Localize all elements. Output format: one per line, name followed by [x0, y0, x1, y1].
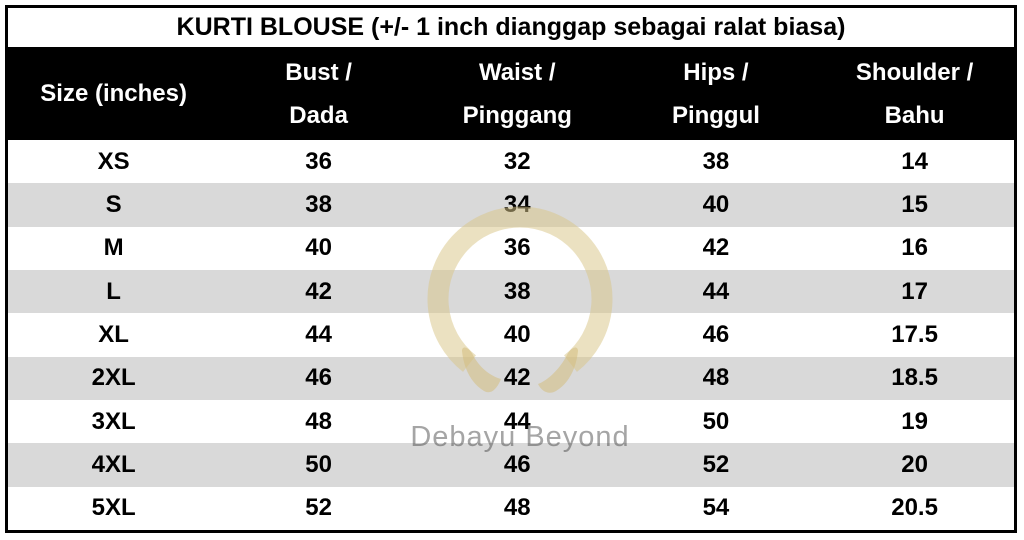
waist-cell: 44	[503, 407, 531, 435]
table-row-l: L 42 38 44 17	[8, 269, 1014, 314]
bust-cell: 44	[305, 320, 332, 348]
table-row-s: S 38 34 40 15	[8, 183, 1014, 227]
shoulder-cell: 19	[901, 407, 928, 435]
table-row-2xl: 2XL 46 42 48 18.5	[8, 356, 1014, 400]
size-cell: 2XL	[91, 364, 136, 392]
bust-cell: 36	[305, 147, 332, 175]
shoulder-cell: 18.5	[891, 364, 938, 392]
size-cell: XS	[97, 147, 130, 175]
table-body: XS 36 32 38 14 S 38 34 40 15 M 40 36 42 …	[8, 140, 1014, 530]
shoulder-cell: 17	[901, 277, 928, 305]
size-cell: 5XL	[91, 494, 136, 522]
hips-cell: 54	[702, 494, 730, 522]
column-header-hips: Hips / Pinggul	[671, 58, 760, 129]
table-row-3xl: 3XL 48 44 50 19	[8, 400, 1014, 443]
shoulder-cell: 14	[901, 147, 928, 175]
table-header-row: Size (inches) Bust / Dada Waist / Pingga…	[8, 47, 1014, 140]
waist-cell: 36	[503, 234, 531, 262]
bust-cell: 48	[305, 407, 332, 435]
bust-cell: 46	[305, 364, 332, 392]
table-row-xs: XS 36 32 38 14	[8, 140, 1014, 183]
hips-cell: 52	[702, 450, 730, 478]
hips-cell: 40	[702, 190, 730, 218]
table-title: KURTI BLOUSE (+/- 1 inch dianggap sebaga…	[176, 13, 846, 41]
size-cell: XL	[98, 320, 129, 348]
shoulder-cell: 15	[901, 190, 928, 218]
hips-cell: 46	[702, 320, 730, 348]
bust-cell: 40	[305, 234, 332, 262]
bust-cell: 50	[305, 450, 332, 478]
waist-cell: 34	[503, 190, 531, 218]
size-cell: S	[105, 190, 122, 218]
column-header-bust: Bust / Dada	[285, 58, 352, 129]
bust-cell: 52	[305, 494, 332, 522]
size-chart-table: KURTI BLOUSE (+/- 1 inch dianggap sebaga…	[5, 5, 1017, 533]
size-cell: 3XL	[91, 407, 136, 435]
hips-cell: 44	[702, 277, 730, 305]
column-header-shoulder: Shoulder / Bahu	[855, 58, 974, 129]
column-header-size: Size (inches)	[40, 80, 187, 107]
size-cell: M	[103, 234, 124, 262]
bust-cell: 42	[305, 277, 332, 305]
column-header-waist: Waist / Pinggang	[462, 58, 572, 129]
table-title-row: KURTI BLOUSE (+/- 1 inch dianggap sebaga…	[8, 8, 1014, 47]
table-row-m: M 40 36 42 16	[8, 227, 1014, 270]
waist-cell: 42	[503, 364, 531, 392]
waist-cell: 32	[503, 147, 531, 175]
shoulder-cell: 16	[901, 234, 928, 262]
shoulder-cell: 17.5	[891, 320, 938, 348]
waist-cell: 48	[503, 494, 531, 522]
shoulder-cell: 20	[901, 450, 928, 478]
table-row-xl: XL 44 40 46 17.5	[8, 313, 1014, 356]
table-row-4xl: 4XL 50 46 52 20	[8, 443, 1014, 487]
size-cell: 4XL	[91, 450, 136, 478]
shoulder-cell: 20.5	[891, 494, 938, 522]
waist-cell: 38	[503, 277, 531, 305]
table-row-5xl: 5XL 52 48 54 20.5	[8, 487, 1014, 530]
waist-cell: 46	[503, 450, 531, 478]
hips-cell: 38	[702, 147, 730, 175]
waist-cell: 40	[503, 320, 531, 348]
hips-cell: 42	[702, 234, 730, 262]
hips-cell: 50	[702, 407, 730, 435]
bust-cell: 38	[305, 190, 332, 218]
hips-cell: 48	[702, 364, 730, 392]
size-cell: L	[106, 277, 121, 305]
